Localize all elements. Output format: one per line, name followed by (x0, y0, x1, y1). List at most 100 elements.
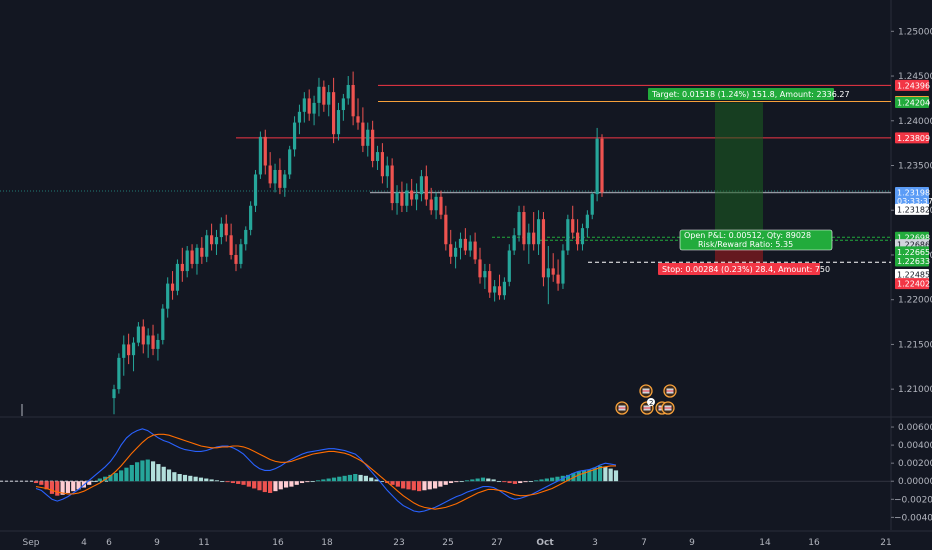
candle-body (156, 339, 160, 349)
macd-histogram-bar (150, 461, 156, 482)
candle-body (600, 138, 604, 193)
macd-histogram-bar (273, 481, 278, 492)
macd-histogram-bar (55, 481, 60, 496)
candle-body (463, 238, 467, 251)
candle-body (283, 174, 287, 188)
candle-body (454, 247, 458, 257)
candle-body (551, 268, 555, 275)
macd-histogram-bar (294, 481, 299, 485)
macd-histogram-bar (422, 481, 427, 491)
open-pnl-label: Open P&L: 0.00512, Qty: 89028 (684, 231, 811, 240)
candle-body (185, 250, 189, 272)
macd-histogram-bar (448, 481, 454, 484)
macd-histogram-bar (379, 481, 384, 483)
grid (0, 0, 932, 532)
stop-label: Stop: 0.00284 (0.23%) 28.4, Amount: 750 (662, 265, 830, 274)
marker-count: 2 (649, 399, 653, 407)
macd-histogram-bar (289, 481, 294, 487)
macd-histogram-bar (603, 466, 608, 482)
candle-body (385, 165, 389, 177)
candle-body (341, 98, 345, 111)
time-axis-label: 11 (198, 538, 209, 548)
candle-body (561, 250, 565, 284)
event-markers[interactable]: 2 (615, 384, 677, 415)
macd-histogram-bar (71, 481, 76, 492)
price-axis-label: 1.21500 (898, 340, 932, 350)
price-tag-label: 1.22665 (897, 248, 930, 257)
macd-histogram-bar (92, 481, 97, 483)
price-tag-label: 1.22698 (897, 233, 930, 242)
candle-body (395, 192, 399, 204)
candle-body (356, 116, 360, 123)
candle-body (161, 308, 165, 340)
macd-histogram-bar (299, 481, 305, 484)
candle-body (302, 98, 306, 112)
macd-histogram-bar (156, 464, 161, 482)
price-axis-label: 1.24500 (898, 72, 932, 82)
candle-body (268, 165, 272, 184)
macd-histogram-bar (528, 481, 533, 483)
candle-body (263, 136, 267, 166)
macd-histogram-bar (613, 470, 619, 482)
macd-histogram-bar (305, 481, 310, 483)
macd-histogram-bar (550, 477, 555, 482)
candle-body (405, 190, 409, 206)
macd-histogram-bar (230, 481, 235, 484)
profit-zone[interactable] (715, 102, 763, 239)
macd-axis-label: 0.00200 (898, 459, 932, 469)
price-axis-label: 1.25000 (898, 27, 932, 37)
macd-histogram-bar (119, 470, 124, 482)
horizontal-levels[interactable] (0, 84, 891, 194)
target-label-box[interactable] (648, 88, 834, 100)
pnl-box[interactable] (679, 229, 833, 251)
candle-body (332, 92, 336, 135)
macd-histogram-bar (204, 478, 209, 482)
macd-axis-label: −0.00400 (894, 513, 932, 523)
macd-axis-label: 0.00400 (898, 441, 932, 451)
macd-histogram-bar (438, 481, 443, 487)
candle-body (288, 149, 292, 175)
candle-body (541, 219, 546, 278)
candle-body (317, 86, 321, 103)
candle-body (258, 136, 262, 175)
price-axis-label: 1.21000 (898, 385, 932, 395)
price-tag (895, 255, 929, 267)
price-tag-label: 1.22633 (897, 257, 930, 266)
macd-histogram-bar (491, 479, 496, 482)
time-axis-label: Sep (23, 538, 40, 548)
long-position-tool[interactable]: Target: 0.01518 (1.24%) 151.8, Amount: 2… (492, 88, 891, 275)
macd-histogram-bar (475, 478, 480, 482)
time-axis-label: 18 (321, 538, 333, 548)
macd-histogram-bar (374, 479, 379, 482)
candle-body (122, 344, 126, 358)
candle-body (527, 232, 531, 245)
candle-body (380, 152, 384, 177)
macd-histogram-bar (172, 472, 177, 482)
macd-histogram-bar (87, 481, 92, 485)
macd-histogram-bar (321, 479, 326, 482)
macd-histogram-bar (470, 479, 475, 482)
price-tag-label: 1.23198 (897, 189, 930, 198)
macd-histogram-bar (502, 481, 507, 483)
macd-histogram-bar (108, 474, 113, 482)
candle-body (556, 274, 560, 284)
candle-body (190, 250, 194, 264)
candle-body (458, 238, 463, 248)
macd-histogram-bar (480, 477, 486, 482)
candle-body (278, 169, 282, 188)
candle-body (576, 232, 580, 245)
time-axis-label: 4 (81, 538, 87, 548)
stop-label-box[interactable] (658, 263, 820, 275)
price-axis-label: 1.24000 (898, 117, 932, 127)
macd-histogram-bar (135, 462, 140, 482)
price-tag-label: 1.22686 (897, 241, 930, 250)
candle-body (444, 214, 448, 245)
macd-histogram-bar (608, 468, 613, 482)
macd-histogram-bar (395, 481, 400, 487)
candle-body (497, 286, 502, 296)
macd-histogram-bar (363, 475, 369, 482)
macd-histogram-bar (523, 481, 528, 483)
macd-histogram-bar (401, 481, 406, 489)
candle-body (112, 389, 116, 399)
